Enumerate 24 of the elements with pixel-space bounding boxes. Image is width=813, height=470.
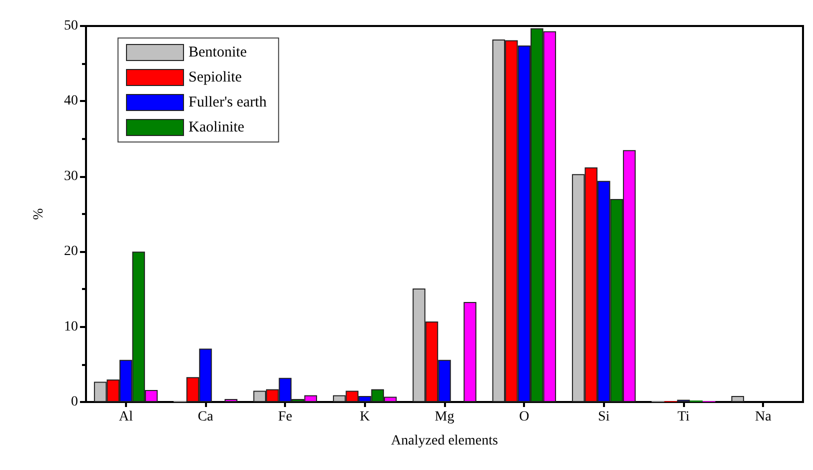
y-tick-label: 10 [64, 319, 78, 334]
bar [731, 396, 744, 402]
bar [224, 398, 238, 402]
y-tick-label: 0 [71, 394, 78, 410]
x-tick-label: Ti [678, 410, 690, 424]
y-tick-label: 50 [64, 18, 78, 34]
x-tick-label: Na [755, 410, 772, 424]
y-tick-label: 30 [64, 168, 78, 184]
legend-label: Sepiolite [188, 70, 242, 86]
x-tick-label: Ca [198, 410, 214, 424]
x-tick-label: K [360, 410, 370, 424]
x-tick-label: Si [598, 410, 610, 424]
x-tick-label: Mg [434, 410, 454, 424]
x-tick-label: O [519, 410, 530, 424]
y-tick-label: 40 [64, 94, 78, 109]
legend-label: Kaolinite [188, 120, 245, 136]
bar [464, 302, 476, 402]
x-tick-label: Al [118, 410, 133, 424]
x-axis-title: Analyzed elements [391, 434, 498, 448]
y-tick-label: 20 [64, 244, 78, 260]
legend-label: Bentonite [188, 44, 248, 60]
legend-label: Fuller's earth [188, 94, 268, 110]
x-tick-label: Fe [278, 410, 292, 424]
y-axis-title: % [32, 208, 46, 220]
